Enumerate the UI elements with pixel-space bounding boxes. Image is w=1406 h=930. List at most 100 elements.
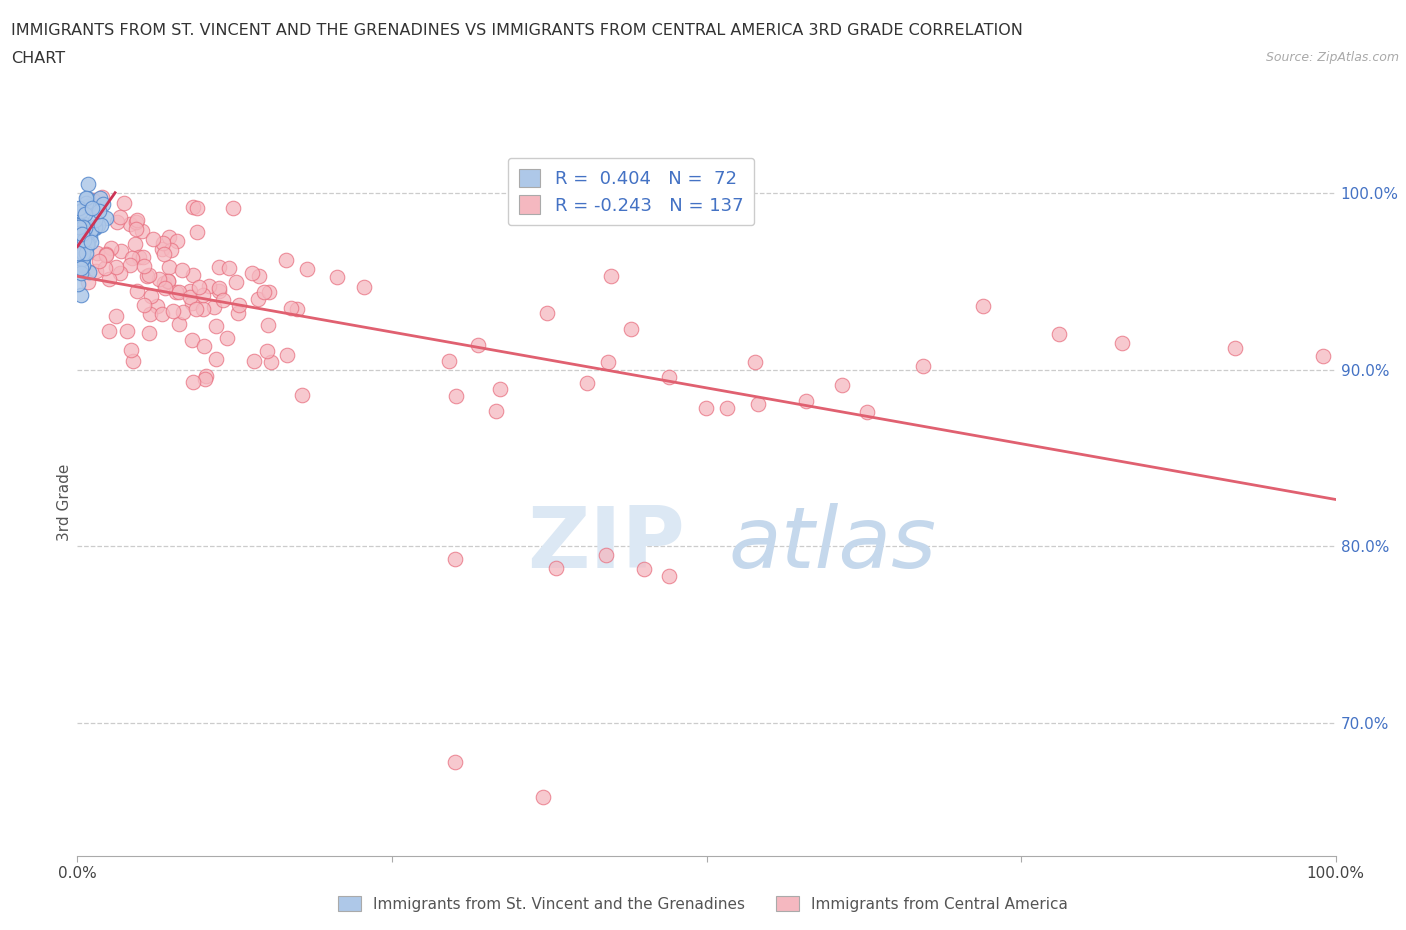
Point xyxy=(280,300,302,315)
Point xyxy=(72,258,94,272)
Point xyxy=(89,191,111,206)
Point xyxy=(658,569,681,584)
Point xyxy=(179,284,201,299)
Point xyxy=(211,293,233,308)
Point xyxy=(70,218,93,232)
Point xyxy=(118,258,141,272)
Point xyxy=(66,277,89,292)
Point xyxy=(855,405,877,419)
Point xyxy=(179,289,201,304)
Point xyxy=(76,239,98,254)
Point xyxy=(972,299,994,313)
Point xyxy=(84,220,107,235)
Point xyxy=(96,247,118,262)
Point xyxy=(204,352,226,366)
Point xyxy=(1223,341,1246,356)
Point xyxy=(134,298,156,312)
Point xyxy=(70,223,93,238)
Point xyxy=(128,249,150,264)
Point xyxy=(77,265,100,280)
Point xyxy=(67,246,90,260)
Point xyxy=(181,268,204,283)
Point xyxy=(82,193,104,207)
Point xyxy=(90,217,112,232)
Point xyxy=(121,353,143,368)
Point xyxy=(575,376,598,391)
Point xyxy=(70,232,93,247)
Point xyxy=(291,388,314,403)
Point xyxy=(794,393,817,408)
Point xyxy=(66,260,89,275)
Point xyxy=(70,235,93,250)
Point xyxy=(138,326,160,341)
Point xyxy=(86,246,108,260)
Point xyxy=(165,285,187,299)
Point xyxy=(226,306,249,321)
Point xyxy=(197,278,219,293)
Point xyxy=(285,301,308,316)
Point xyxy=(166,233,188,248)
Point xyxy=(76,191,98,206)
Point xyxy=(256,317,278,332)
Point xyxy=(208,281,231,296)
Point xyxy=(91,190,114,205)
Point xyxy=(80,200,103,215)
Point xyxy=(243,353,266,368)
Point xyxy=(489,382,512,397)
Point xyxy=(118,217,141,232)
Point xyxy=(134,259,156,274)
Point xyxy=(146,299,169,313)
Point xyxy=(70,219,93,233)
Point xyxy=(105,214,128,229)
Point xyxy=(97,272,120,286)
Point xyxy=(208,259,231,274)
Text: IMMIGRANTS FROM ST. VINCENT AND THE GRENADINES VS IMMIGRANTS FROM CENTRAL AMERIC: IMMIGRANTS FROM ST. VINCENT AND THE GREN… xyxy=(11,23,1024,38)
Point xyxy=(183,375,205,390)
Point xyxy=(70,204,93,219)
Point xyxy=(108,210,131,225)
Point xyxy=(67,238,90,253)
Point xyxy=(76,236,98,251)
Point xyxy=(160,243,183,258)
Point xyxy=(194,372,217,387)
Point xyxy=(72,219,94,233)
Point xyxy=(208,284,231,299)
Point xyxy=(131,223,153,238)
Point xyxy=(172,304,194,319)
Point xyxy=(112,195,135,210)
Point xyxy=(84,213,107,228)
Point xyxy=(326,270,349,285)
Point xyxy=(72,246,94,260)
Point xyxy=(157,259,180,274)
Point xyxy=(66,225,89,240)
Point xyxy=(260,354,283,369)
Legend: R =  0.404   N =  72, R = -0.243   N = 137: R = 0.404 N = 72, R = -0.243 N = 137 xyxy=(508,158,754,225)
Point xyxy=(246,291,269,306)
Point xyxy=(73,207,96,222)
Point xyxy=(79,230,101,245)
Point xyxy=(181,296,204,311)
Point xyxy=(80,222,103,237)
Point xyxy=(228,298,250,312)
Point xyxy=(104,308,127,323)
Point xyxy=(70,260,93,275)
Point xyxy=(156,273,179,288)
Point xyxy=(831,378,853,392)
Point xyxy=(69,227,91,242)
Point xyxy=(132,249,155,264)
Point xyxy=(89,204,111,219)
Point xyxy=(353,279,375,294)
Point xyxy=(444,754,467,769)
Point xyxy=(94,260,117,275)
Point xyxy=(73,217,96,232)
Point xyxy=(247,268,270,283)
Point xyxy=(274,253,297,268)
Point xyxy=(125,214,148,229)
Point xyxy=(167,317,190,332)
Point xyxy=(295,261,318,276)
Point xyxy=(70,228,93,243)
Point xyxy=(110,244,132,259)
Point xyxy=(256,343,278,358)
Point xyxy=(97,324,120,339)
Point xyxy=(69,232,91,247)
